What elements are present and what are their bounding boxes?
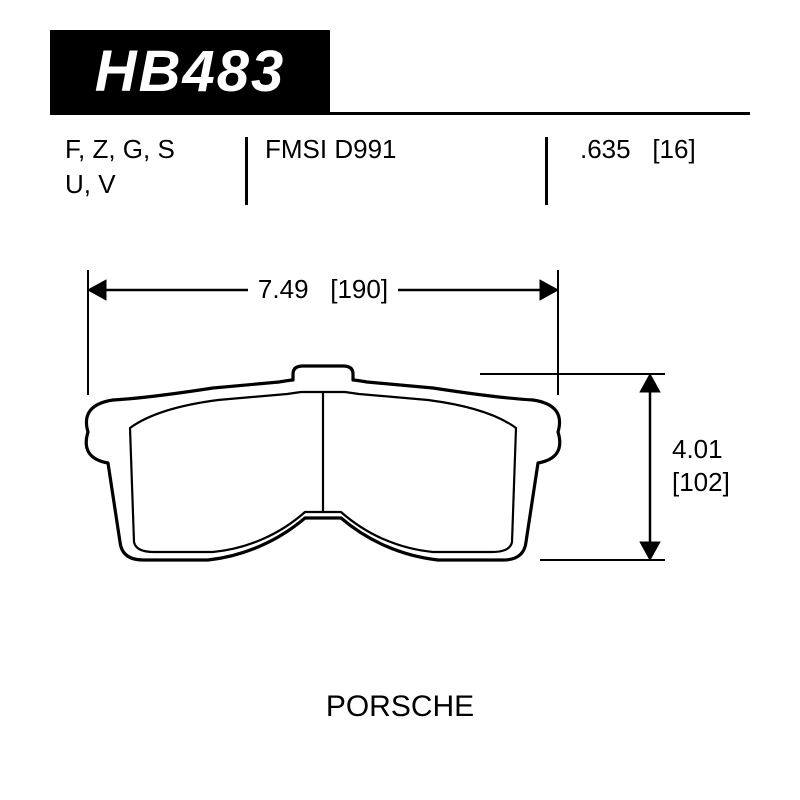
width-label: 7.49 [190]	[253, 274, 393, 305]
drawing-svg	[0, 0, 800, 800]
height-dimension	[480, 374, 665, 560]
height-label: 4.01 [102]	[672, 433, 730, 498]
width-mm: [190]	[330, 274, 388, 304]
width-in: 7.49	[258, 274, 309, 304]
height-in: 4.01	[672, 433, 730, 466]
pad-outline	[86, 366, 560, 560]
height-mm: [102]	[672, 466, 730, 499]
brand-label: PORSCHE	[0, 690, 800, 724]
